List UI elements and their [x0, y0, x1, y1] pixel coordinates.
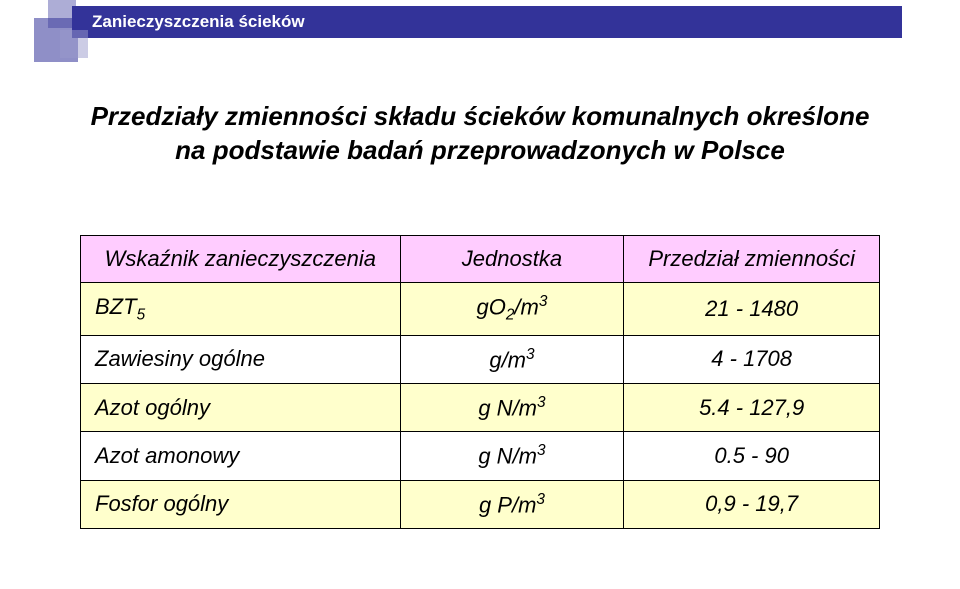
- col-header-unit: Jednostka: [400, 236, 624, 283]
- cell-param: BZT5: [81, 283, 401, 336]
- col-header-param: Wskaźnik zanieczyszczenia: [81, 236, 401, 283]
- slide: Zanieczyszczenia ścieków Przedziały zmie…: [0, 0, 960, 589]
- cell-unit: g N/m3: [400, 432, 624, 480]
- cell-range: 0.5 - 90: [624, 432, 880, 480]
- decor-square-overlay: [60, 30, 88, 58]
- header-bar: Zanieczyszczenia ścieków: [72, 6, 902, 38]
- header-label: Zanieczyszczenia ścieków: [72, 12, 305, 32]
- cell-range: 5.4 - 127,9: [624, 384, 880, 432]
- table-row: Zawiesiny ogólne g/m3 4 - 1708: [81, 335, 880, 383]
- cell-unit: g N/m3: [400, 384, 624, 432]
- cell-range: 4 - 1708: [624, 335, 880, 383]
- cell-unit: g P/m3: [400, 480, 624, 528]
- cell-range: 0,9 - 19,7: [624, 480, 880, 528]
- table-row: Azot amonowy g N/m3 0.5 - 90: [81, 432, 880, 480]
- table-row: Fosfor ogólny g P/m3 0,9 - 19,7: [81, 480, 880, 528]
- cell-param: Zawiesiny ogólne: [81, 335, 401, 383]
- slide-title: Przedziały zmienności składu ścieków kom…: [80, 100, 880, 168]
- data-table: Wskaźnik zanieczyszczenia Jednostka Prze…: [80, 235, 880, 529]
- col-header-range: Przedział zmienności: [624, 236, 880, 283]
- cell-param: Azot amonowy: [81, 432, 401, 480]
- cell-param: Azot ogólny: [81, 384, 401, 432]
- table-header-row: Wskaźnik zanieczyszczenia Jednostka Prze…: [81, 236, 880, 283]
- cell-unit: g/m3: [400, 335, 624, 383]
- table-row: Azot ogólny g N/m3 5.4 - 127,9: [81, 384, 880, 432]
- cell-param: Fosfor ogólny: [81, 480, 401, 528]
- cell-unit: gO2/m3: [400, 283, 624, 336]
- cell-range: 21 - 1480: [624, 283, 880, 336]
- table-row: BZT5 gO2/m3 21 - 1480: [81, 283, 880, 336]
